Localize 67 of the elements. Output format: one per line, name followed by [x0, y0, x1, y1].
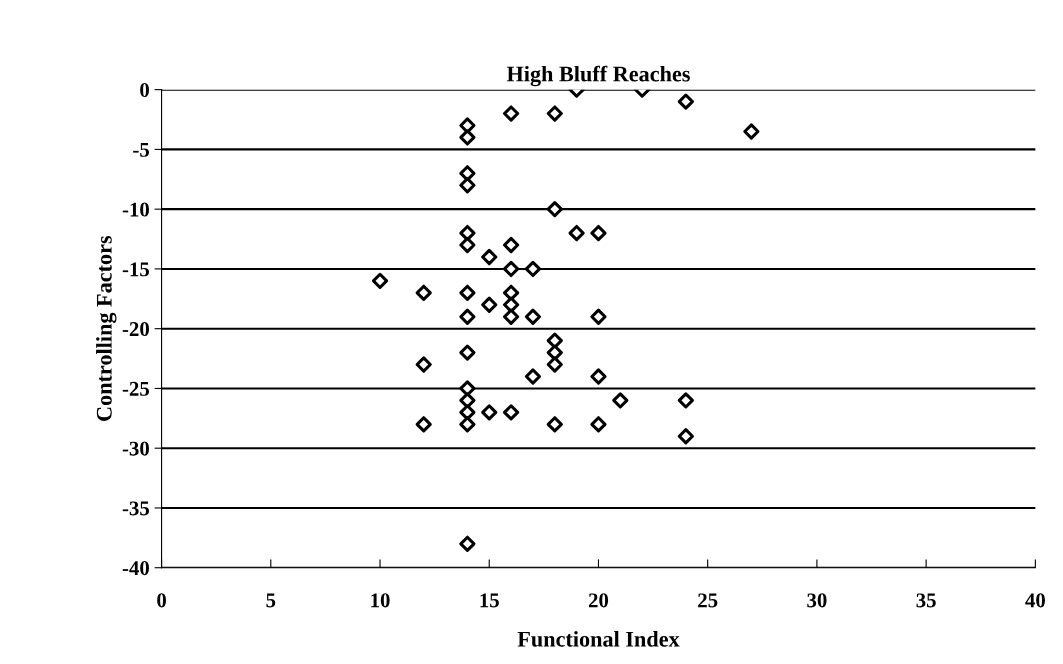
x-axis-title: Functional Index — [517, 631, 680, 647]
y-tick-label: -20 — [122, 322, 149, 337]
point — [590, 368, 607, 385]
point — [546, 201, 563, 218]
point — [415, 416, 432, 433]
point — [459, 284, 476, 301]
point — [502, 105, 520, 122]
chart-title: High Bluff Reaches — [506, 65, 690, 87]
y-tick-label: -30 — [122, 441, 149, 456]
x-tick-label: 10 — [371, 593, 390, 608]
point — [590, 416, 607, 433]
y-tick-label: 0 — [140, 83, 149, 98]
point — [459, 392, 476, 409]
y-tick-label: -15 — [122, 262, 150, 277]
x-tick-label: 20 — [588, 593, 609, 608]
point — [743, 123, 760, 140]
point — [612, 392, 629, 409]
y-tick-label: -5 — [133, 142, 150, 157]
x-tick-label: 40 — [1025, 593, 1045, 608]
y-axis-title: Controlling Factors — [96, 235, 117, 421]
point — [459, 404, 476, 421]
point — [459, 165, 476, 182]
point — [524, 260, 542, 278]
point — [524, 308, 542, 325]
point — [481, 296, 498, 313]
point — [459, 117, 476, 134]
point — [415, 356, 432, 373]
point — [502, 404, 520, 421]
x-tick-label: 5 — [266, 593, 276, 608]
point — [502, 284, 520, 301]
point — [459, 344, 476, 361]
point — [546, 105, 563, 122]
point — [459, 177, 476, 194]
x-tick-label: 25 — [698, 593, 718, 608]
point — [590, 224, 607, 242]
point — [481, 404, 498, 421]
point — [415, 284, 432, 301]
point — [459, 380, 476, 397]
y-tick-label: -25 — [122, 381, 150, 396]
x-tick-label: 15 — [480, 593, 499, 608]
point — [371, 272, 389, 289]
point — [459, 129, 476, 146]
y-tick-label: -35 — [122, 501, 150, 516]
y-tick-label: -10 — [122, 202, 149, 217]
point — [677, 93, 694, 110]
point — [502, 296, 520, 313]
point — [590, 308, 607, 325]
point — [524, 368, 542, 385]
point — [459, 416, 476, 433]
point — [546, 356, 563, 373]
x-tick-label: 0 — [157, 593, 166, 608]
point — [502, 308, 520, 325]
point — [546, 416, 563, 433]
point — [677, 428, 694, 445]
point — [459, 308, 476, 325]
point — [502, 236, 520, 254]
point — [502, 260, 520, 278]
x-tick-label: 30 — [807, 593, 827, 608]
point — [546, 344, 563, 361]
point — [459, 535, 476, 552]
point — [481, 248, 498, 266]
x-tick-label: 35 — [916, 593, 936, 608]
point — [677, 392, 694, 409]
point — [546, 332, 563, 349]
y-tick-label: -40 — [122, 561, 149, 576]
point — [568, 224, 585, 242]
point — [459, 236, 476, 254]
